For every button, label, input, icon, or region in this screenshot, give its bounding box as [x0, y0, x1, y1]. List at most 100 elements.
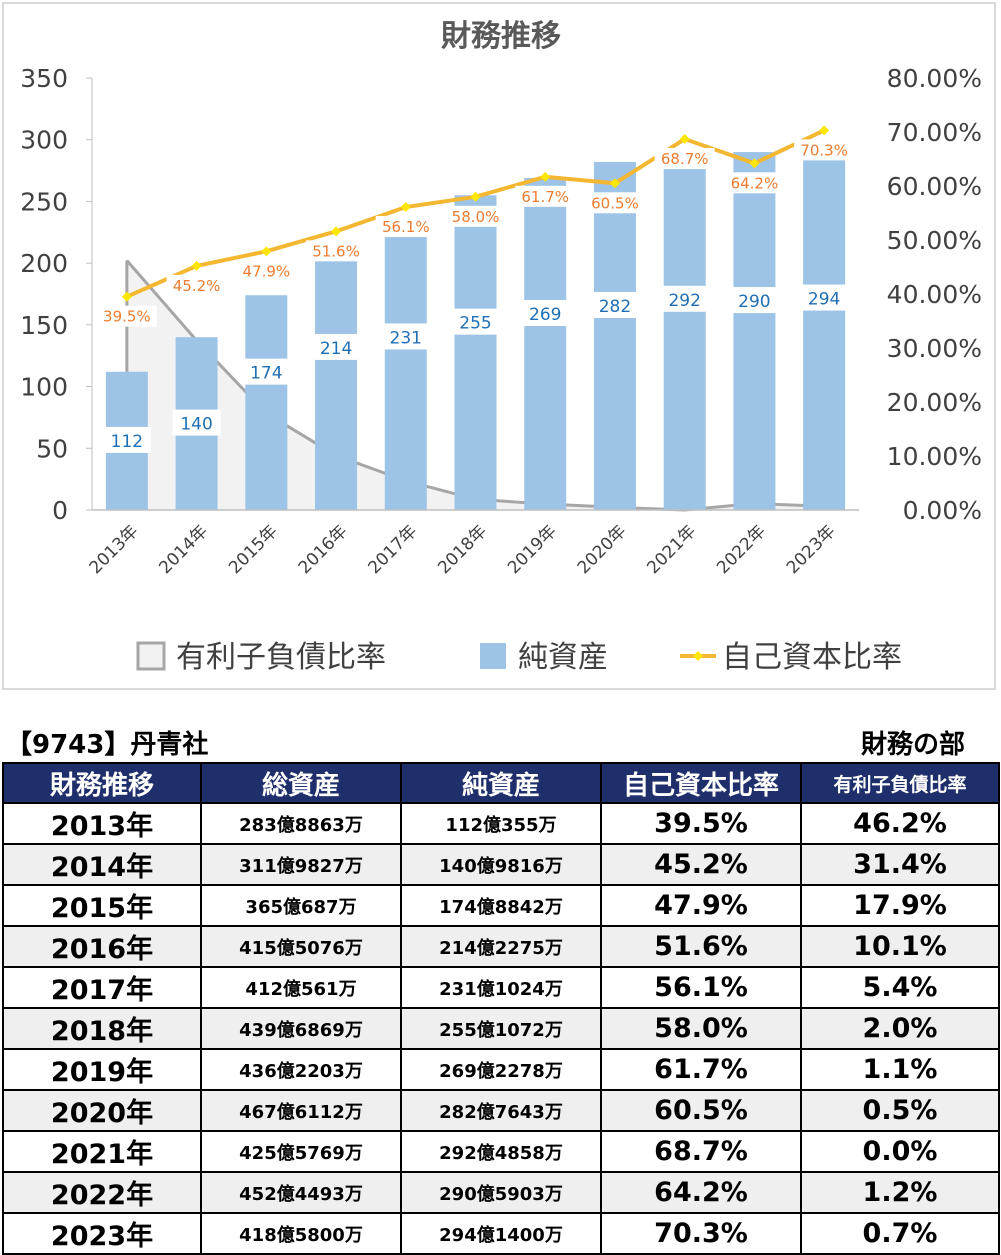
x-tick-label: 2015年 [225, 521, 282, 578]
line-label-bg [306, 240, 367, 262]
cell-net-assets: 269億2278万 [400, 1048, 602, 1091]
table-row: 2014年 311億9827万 140億9816万 45.2% 31.4% [2, 843, 1000, 886]
bar-label-bg [521, 299, 570, 326]
cell-year: 2014年 [2, 843, 202, 886]
line-label: 61.7% [521, 188, 569, 206]
cell-equity-ratio: 70.3% [600, 1212, 802, 1255]
bar-net-assets [524, 177, 567, 510]
cell-net-assets: 282億7643万 [400, 1089, 602, 1132]
cell-total-assets: 467億6112万 [200, 1089, 402, 1132]
bar-label: 269 [529, 305, 561, 325]
cell-debt-ratio: 0.0% [800, 1130, 1000, 1173]
header-total-assets: 総資産 [200, 762, 402, 804]
line-point [540, 171, 551, 182]
y-tick-label: 50 [36, 434, 68, 463]
header-net-assets: 純資産 [400, 762, 602, 804]
table-row: 2015年 365億687万 174億8842万 47.9% 17.9% [2, 884, 1000, 927]
bar-label-bg [800, 284, 849, 311]
cell-total-assets: 436億2203万 [200, 1048, 402, 1091]
cell-year: 2017年 [2, 966, 202, 1009]
table-row: 2018年 439億6869万 255億1072万 58.0% 2.0% [2, 1007, 1000, 1050]
bar-net-assets [663, 149, 706, 511]
bar-net-assets [803, 147, 846, 510]
x-tick-label: 2019年 [504, 521, 561, 578]
bar-net-assets [315, 245, 358, 510]
table-row: 2023年 418億5800万 294億1400万 70.3% 0.7% [2, 1212, 1000, 1255]
bar-label-bg [660, 285, 709, 312]
cell-debt-ratio: 1.2% [800, 1171, 1000, 1214]
cell-equity-ratio: 61.7% [600, 1048, 802, 1091]
line-label-bg [794, 139, 855, 161]
line-point [609, 178, 620, 189]
cell-debt-ratio: 5.4% [800, 966, 1000, 1009]
line-point [679, 134, 690, 145]
cell-net-assets: 294億1400万 [400, 1212, 602, 1255]
y2-tick-label: 30.00% [887, 334, 982, 363]
y2-tick-label: 80.00% [887, 64, 982, 93]
cell-net-assets: 231億1024万 [400, 966, 602, 1009]
bar-net-assets [733, 152, 776, 511]
line-label: 64.2% [731, 174, 779, 192]
y2-tick-label: 0.00% [903, 496, 982, 525]
cell-equity-ratio: 47.9% [600, 884, 802, 927]
line-label-bg [96, 305, 157, 327]
table-row: 2022年 452億4493万 290億5903万 64.2% 1.2% [2, 1171, 1000, 1214]
line-point [191, 260, 202, 271]
x-tick-label: 2017年 [365, 521, 422, 578]
bar-net-assets [245, 295, 288, 510]
line-label-bg [445, 205, 506, 227]
bar-label: 292 [668, 291, 700, 311]
chart-container: 財務推移 0 50 100 150 200 250 300 350 0.00% 10.00% 20.0… [2, 2, 996, 690]
cell-total-assets: 415億5076万 [200, 925, 402, 968]
financial-table: 財務推移 総資産 純資産 自己資本比率 有利子負債比率 2013年 283億886… [2, 762, 1000, 1255]
bar-label-bg [730, 287, 779, 314]
y-tick-label: 150 [20, 311, 68, 340]
cell-debt-ratio: 10.1% [800, 925, 1000, 968]
cell-total-assets: 311億9827万 [200, 843, 402, 886]
bar-label: 294 [808, 290, 840, 310]
y2-tick-label: 50.00% [887, 226, 982, 255]
cell-net-assets: 140億9816万 [400, 843, 602, 886]
cell-total-assets: 425億5769万 [200, 1130, 402, 1173]
y-tick-label: 100 [20, 373, 68, 402]
y-tick-label: 200 [20, 249, 68, 278]
y2-tick-label: 10.00% [887, 442, 982, 471]
x-tick-label: 2018年 [434, 521, 491, 578]
cell-year: 2020年 [2, 1089, 202, 1132]
y-tick-label: 300 [20, 126, 68, 155]
line-label: 68.7% [661, 150, 709, 168]
line-label-bg [724, 172, 785, 194]
bar-label-bg [381, 323, 430, 350]
cell-equity-ratio: 68.7% [600, 1130, 802, 1173]
x-tick-label: 2016年 [295, 521, 352, 578]
cell-net-assets: 255億1072万 [400, 1007, 602, 1050]
legend-swatch-debt-ratio [136, 641, 166, 671]
cell-year: 2023年 [2, 1212, 202, 1255]
bar-net-assets [593, 161, 636, 510]
cell-debt-ratio: 0.5% [800, 1089, 1000, 1132]
y2-tick-label: 40.00% [887, 280, 982, 309]
cell-equity-ratio: 58.0% [600, 1007, 802, 1050]
line-label-bg [375, 216, 436, 238]
bar-net-assets [384, 224, 427, 510]
cell-equity-ratio: 39.5% [600, 802, 802, 845]
y2-tick-label: 70.00% [887, 118, 982, 147]
bar-label: 214 [320, 339, 352, 359]
cell-year: 2018年 [2, 1007, 202, 1050]
x-tick-label: 2022年 [713, 521, 770, 578]
line-point [819, 125, 830, 136]
line-label: 56.1% [382, 218, 430, 236]
cell-equity-ratio: 56.1% [600, 966, 802, 1009]
bar-label: 174 [250, 364, 282, 384]
line-label: 39.5% [103, 308, 151, 326]
cell-total-assets: 283億8863万 [200, 802, 402, 845]
financial-chart: 財務推移 0 50 100 150 200 250 300 350 0.00% 10.00% 20.0… [20, 19, 982, 675]
table-row: 2019年 436億2203万 269億2278万 61.7% 1.1% [2, 1048, 1000, 1091]
bar-label-bg [312, 333, 361, 360]
cell-equity-ratio: 64.2% [600, 1171, 802, 1214]
cell-year: 2015年 [2, 884, 202, 927]
cell-net-assets: 214億2275万 [400, 925, 602, 968]
cell-debt-ratio: 31.4% [800, 843, 1000, 886]
y2-tick-label: 60.00% [887, 172, 982, 201]
cell-equity-ratio: 51.6% [600, 925, 802, 968]
